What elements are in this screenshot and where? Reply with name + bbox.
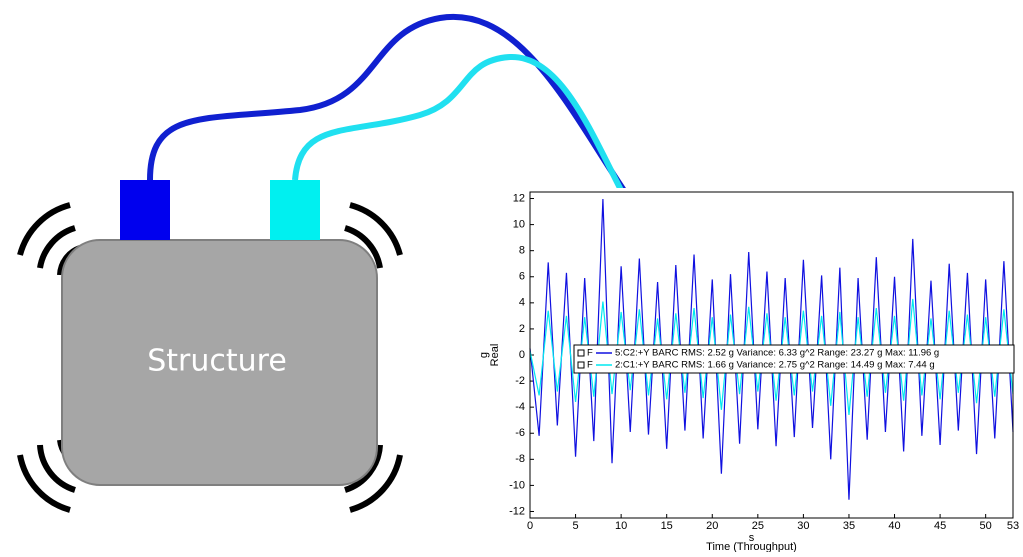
legend-check: [578, 350, 584, 356]
y-tick-label: 8: [519, 245, 525, 257]
y-tick-label: 2: [519, 323, 525, 335]
y-tick-label: 6: [519, 271, 525, 283]
y-tick-label: -6: [515, 427, 525, 439]
legend-label: 2:C1:+Y BARC RMS: 1.66 g Variance: 2.75 …: [615, 360, 935, 371]
x-tick-label: 20: [706, 520, 718, 532]
legend-marker: F: [587, 348, 593, 359]
x-tick-label: 0: [527, 520, 533, 532]
y-tick-label: -12: [509, 505, 525, 517]
y-tick-label: -10: [509, 479, 525, 491]
y-tick-label: 10: [513, 219, 525, 231]
cable-cyan: [295, 57, 622, 192]
x-tick-label: 50: [980, 520, 992, 532]
y-tick-label: 0: [519, 349, 525, 361]
y-tick-label: 4: [519, 297, 525, 309]
x-tick-label: 5: [573, 520, 579, 532]
sensor-cyan: [270, 180, 320, 240]
structure-label: Structure: [147, 344, 287, 379]
x-tick-label: 40: [888, 520, 900, 532]
x-tick-label: 25: [752, 520, 764, 532]
y-tick-label: 12: [513, 192, 525, 204]
x-tick-label: 10: [615, 520, 627, 532]
y-tick-label: -2: [515, 375, 525, 387]
legend-check: [578, 362, 584, 368]
legend-label: 5:C2:+Y BARC RMS: 2.52 g Variance: 6.33 …: [615, 348, 939, 359]
x-tick-label: 53: [1007, 520, 1019, 532]
x-axis-label-secondary: Time (Throughput): [706, 541, 797, 552]
cable-blue: [150, 17, 625, 192]
x-tick-label: 35: [843, 520, 855, 532]
y-tick-label: -4: [515, 401, 525, 413]
x-tick-label: 15: [661, 520, 673, 532]
page: Structure -12 -10 -8 -6 -4 -2 0 2 4 6 8 10 12 0 5 10 15 2…: [0, 0, 1023, 552]
x-tick-label: 30: [797, 520, 809, 532]
x-tick-label: 45: [934, 520, 946, 532]
y-axis-label-secondary: Real: [489, 344, 501, 367]
sensor-blue: [120, 180, 170, 240]
legend-marker: F: [587, 360, 593, 371]
y-tick-label: -8: [515, 453, 525, 465]
